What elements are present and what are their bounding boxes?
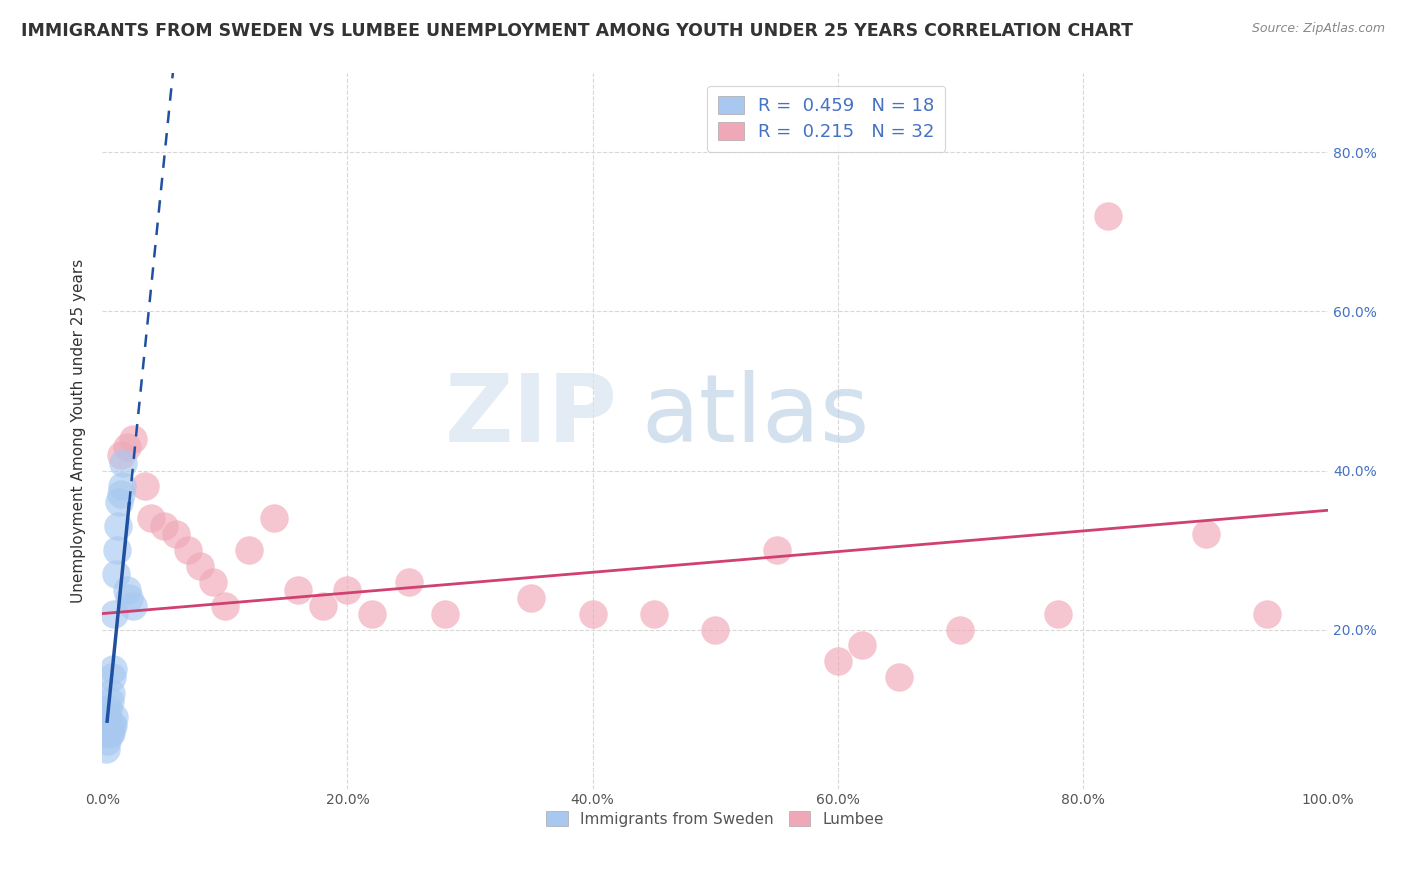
Legend: Immigrants from Sweden, Lumbee: Immigrants from Sweden, Lumbee: [538, 804, 891, 835]
Point: [100, 726, 122, 740]
Point: [312, 599, 335, 613]
Point: [105, 543, 128, 558]
Point: [98, 726, 121, 740]
Point: [103, 718, 125, 732]
Point: [361, 607, 384, 621]
Point: [107, 519, 129, 533]
Point: [643, 607, 665, 621]
Point: [101, 718, 124, 732]
Point: [238, 543, 260, 558]
Point: [121, 599, 143, 613]
Point: [520, 591, 543, 605]
Point: [827, 654, 849, 668]
Point: [141, 511, 163, 525]
Point: [103, 607, 125, 621]
Text: ZIP: ZIP: [444, 370, 617, 462]
Point: [287, 582, 309, 597]
Point: [704, 623, 727, 637]
Point: [118, 591, 141, 605]
Point: [165, 527, 187, 541]
Point: [121, 432, 143, 446]
Point: [115, 582, 138, 597]
Point: [949, 623, 972, 637]
Point: [96, 734, 118, 748]
Point: [100, 686, 122, 700]
Point: [177, 543, 200, 558]
Point: [434, 607, 457, 621]
Point: [201, 574, 224, 589]
Text: atlas: atlas: [641, 370, 870, 462]
Point: [115, 440, 138, 454]
Point: [581, 607, 603, 621]
Point: [98, 694, 121, 708]
Point: [398, 574, 420, 589]
Point: [103, 662, 125, 676]
Point: [96, 710, 118, 724]
Point: [94, 741, 117, 756]
Text: IMMIGRANTS FROM SWEDEN VS LUMBEE UNEMPLOYMENT AMONG YOUTH UNDER 25 YEARS CORRELA: IMMIGRANTS FROM SWEDEN VS LUMBEE UNEMPLO…: [21, 22, 1133, 40]
Point: [97, 702, 120, 716]
Point: [765, 543, 787, 558]
Point: [887, 670, 910, 684]
Point: [110, 487, 132, 501]
Point: [94, 726, 117, 740]
Point: [134, 479, 156, 493]
Point: [104, 566, 127, 581]
Text: Source: ZipAtlas.com: Source: ZipAtlas.com: [1251, 22, 1385, 36]
Point: [336, 582, 359, 597]
Point: [851, 639, 873, 653]
Point: [1097, 209, 1119, 223]
Point: [263, 511, 285, 525]
Point: [214, 599, 236, 613]
Point: [97, 726, 120, 740]
Point: [1047, 607, 1070, 621]
Y-axis label: Unemployment Among Youth under 25 years: Unemployment Among Youth under 25 years: [72, 259, 86, 603]
Point: [1256, 607, 1278, 621]
Point: [103, 710, 125, 724]
Point: [111, 479, 134, 493]
Point: [1194, 527, 1216, 541]
Point: [112, 456, 135, 470]
Point: [110, 448, 132, 462]
Point: [152, 519, 174, 533]
Point: [108, 495, 131, 509]
Point: [188, 558, 211, 573]
Point: [101, 670, 124, 684]
